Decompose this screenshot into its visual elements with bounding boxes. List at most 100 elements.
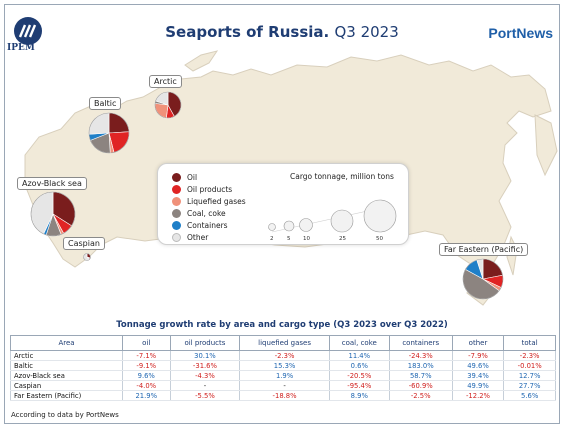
size-bubble-2 [268,223,276,231]
table-cell-value: 58.7% [388,370,453,381]
table-cell-value: -95.4% [328,380,390,391]
table-cell-value: 8.9% [328,390,390,401]
legend-item-coal-coke: Coal, coke [172,208,226,219]
size-label-50: 50 [376,236,383,242]
table-cell-value: 9.6% [122,370,171,381]
size-bubble-10 [299,218,313,232]
growth-rate-table: Area oil oil products liquefied gases co… [10,335,556,401]
table-cell-value: 11.4% [328,350,390,361]
legend-swatch-containers [172,221,181,230]
legend-item-oil: Oil [172,172,197,183]
kamchatka-peninsula [534,114,558,177]
table-cell-value: 5.6% [503,390,556,401]
pie-layer [30,91,504,300]
legend-label: Oil [187,173,198,182]
table-cell-value: 27.7% [503,380,556,391]
column-header-total: total [503,335,556,351]
label-far-eastern: Far Eastern (Pacific) [439,243,529,256]
size-legend-title: Cargo tonnage, million tons [290,172,394,181]
legend-label: Containers [187,221,228,230]
table-cell-value: -4.0% [122,380,171,391]
table-cell-value: -9.1% [122,360,171,371]
pie-outline [30,191,76,237]
footnote: According to data by PortNews [11,411,119,419]
legend-item-containers: Containers [172,220,228,231]
size-bubble-5 [283,220,295,232]
table-cell-value: 1.9% [239,370,330,381]
table-row: Caspian -4.0% - - -95.4% -60.9% 49.9% 27.7% [10,380,556,391]
label-azov-black-sea: Azov-Black sea [17,177,87,190]
legend-swatch-liquefied-gases [172,197,181,206]
legend-swatch-coal-coke [172,209,181,218]
legend-panel: Oil Oil products Liquefied gases Coal, c… [157,163,409,245]
column-header-other: other [451,335,505,351]
size-label-2: 2 [270,236,274,242]
label-arctic: Arctic [149,75,182,88]
table-body: Arctic -7.1% 30.1% -2.3% 11.4% -24.3% -7.9% -2.… [10,350,556,401]
novaya-zemlya-island [184,50,219,72]
pie-far-eastern-pacific [462,258,504,300]
table-cell-area: Arctic [10,350,123,361]
table-cell-value: -0.01% [503,360,556,371]
column-header-oil: oil [122,335,171,351]
table-cell-value: 0.6% [328,360,390,371]
pie-outline [462,258,504,300]
table-cell-value: -2.3% [239,350,330,361]
column-header-oil-products: oil products [169,335,241,351]
table-cell-area: Far Eastern (Pacific) [10,390,123,401]
table-cell-value: -31.6% [169,360,241,371]
size-bubble-25 [330,209,354,233]
table-cell-area: Caspian [10,380,123,391]
size-label-5: 5 [287,236,291,242]
table-cell-value: -18.8% [239,390,330,401]
page-title: Seaports of Russia. Q3 2023 [5,23,559,41]
table-cell-value: 21.9% [122,390,171,401]
table-cell-value: 12.7% [503,370,556,381]
table-cell-value: 39.4% [451,370,505,381]
pie-caspian [83,253,91,261]
legend-item-liquefied-gases: Liquefied gases [172,196,246,207]
title-text: Seaports of Russia. [165,23,330,41]
legend-item-other: Other [172,232,208,243]
table-cell-value: - [239,380,330,391]
pie-baltic [88,112,130,154]
legend-item-oil-products: Oil products [172,184,232,195]
table-cell-value: -5.5% [169,390,241,401]
column-header-containers: containers [388,335,453,351]
column-header-coal-coke: coal, coke [328,335,390,351]
table-cell-value: -7.1% [122,350,171,361]
ipem-logo-icon [14,17,42,45]
table-cell-value: -20.5% [328,370,390,381]
table-cell-area: Baltic [10,360,123,371]
label-baltic: Baltic [89,97,122,110]
table-cell-value: 15.3% [239,360,330,371]
table-row: Baltic -9.1% -31.6% 15.3% 0.6% 183.0% 49.6% -0.… [10,360,556,371]
legend-label: Coal, coke [187,209,226,218]
table-row: Arctic -7.1% 30.1% -2.3% 11.4% -24.3% -7.9% -2.… [10,350,556,361]
size-bubble-50 [363,199,397,233]
size-label-10: 10 [303,236,310,242]
infographic-page: IPEM Seaports of Russia. Q3 2023 PortNew… [4,4,560,424]
table-row: Azov-Black sea 9.6% -4.3% 1.9% -20.5% 58.7% 39… [10,370,556,381]
table-cell-value: 183.0% [388,360,453,371]
pie-outline [83,253,91,261]
table-cell-value: -2.5% [388,390,453,401]
table-cell-value: 49.9% [451,380,505,391]
portnews-logo: PortNews [488,25,553,41]
table-cell-value: -24.3% [388,350,453,361]
size-legend-bubbles [268,199,397,233]
table-cell-value: -7.9% [451,350,505,361]
table-title: Tonnage growth rate by area and cargo ty… [116,320,448,330]
pie-outline [88,112,130,154]
table-row: Far Eastern (Pacific) 21.9% -5.5% -18.8% 8.9… [10,390,556,401]
legend-label: Liquefied gases [187,197,246,206]
table-cell-value: - [169,380,241,391]
legend-label: Other [187,233,209,242]
label-caspian: Caspian [63,237,105,250]
table-cell-value: -2.3% [503,350,556,361]
legend-swatch-oil [172,173,181,182]
table-cell-value: -4.3% [169,370,241,381]
table-header-row: Area oil oil products liquefied gases co… [10,335,556,351]
ipem-logo-text: IPEM [7,43,35,53]
legend-label: Oil products [187,185,233,194]
